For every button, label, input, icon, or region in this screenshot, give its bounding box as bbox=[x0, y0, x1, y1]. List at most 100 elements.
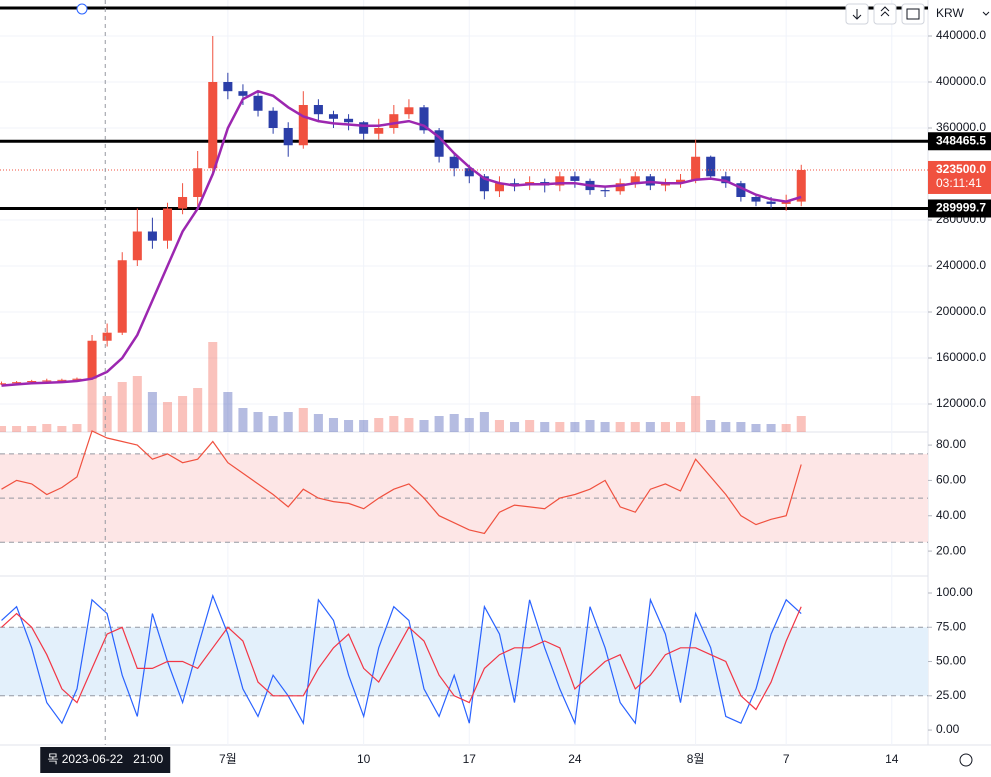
candle-body bbox=[434, 130, 444, 157]
price-tag-label: 323500.0 bbox=[936, 162, 986, 176]
volume-bar bbox=[796, 416, 806, 432]
y-tick-label: 60.00 bbox=[936, 473, 966, 487]
candle-body bbox=[238, 91, 248, 96]
volume-bar bbox=[449, 414, 459, 432]
candle-body bbox=[419, 107, 429, 131]
volume-bar bbox=[751, 424, 761, 432]
volume-bar bbox=[479, 412, 489, 432]
candle-body bbox=[796, 169, 806, 202]
x-tick-label: 17 bbox=[463, 752, 477, 766]
volume-bar bbox=[12, 426, 22, 432]
candle-body bbox=[12, 382, 22, 384]
volume-bar bbox=[313, 414, 323, 432]
volume-bar bbox=[298, 408, 308, 432]
candle-body bbox=[736, 183, 746, 197]
volume-bar bbox=[630, 422, 640, 432]
y-tick-label: 25.00 bbox=[936, 688, 966, 702]
candle-body bbox=[374, 127, 384, 134]
volume-bar bbox=[645, 422, 655, 432]
volume-bar bbox=[676, 422, 686, 432]
volume-bar bbox=[389, 416, 399, 432]
volume-bar bbox=[0, 426, 7, 432]
candle-body bbox=[193, 168, 203, 197]
top-controls: KRW bbox=[845, 3, 990, 25]
x-tick-label: 8월 bbox=[687, 752, 705, 766]
candle-body bbox=[600, 190, 610, 192]
x-tick-label: 14 bbox=[885, 752, 899, 766]
settings-button[interactable] bbox=[959, 753, 973, 767]
volume-bar bbox=[510, 422, 520, 432]
volume-bar bbox=[193, 388, 203, 432]
volume-bar bbox=[525, 420, 535, 432]
candle-body bbox=[389, 114, 399, 128]
volume-bar bbox=[721, 422, 731, 432]
drawing-handle[interactable] bbox=[76, 3, 88, 15]
y-tick-label: 50.00 bbox=[936, 654, 966, 668]
volume-bar bbox=[419, 420, 429, 432]
crosshair-label: 목 2023-06-22 21:00 bbox=[47, 752, 163, 766]
candle-body bbox=[570, 176, 580, 181]
y-tick-label: 440000.0 bbox=[936, 28, 986, 42]
candle-body bbox=[223, 81, 233, 92]
x-tick-label: 7 bbox=[783, 752, 790, 766]
candle-body bbox=[359, 122, 369, 134]
candle-body bbox=[404, 107, 414, 115]
y-tick-label: 240000.0 bbox=[936, 258, 986, 272]
candle-body bbox=[676, 179, 686, 184]
candle-body bbox=[147, 231, 157, 241]
candle-body bbox=[479, 176, 489, 192]
y-tick-label: 80.00 bbox=[936, 437, 966, 451]
dropdown-icon bbox=[982, 11, 990, 16]
indicator-line bbox=[1, 593, 802, 726]
indicator-line bbox=[1, 430, 802, 535]
volume-bar bbox=[102, 396, 112, 432]
candle-body bbox=[117, 260, 127, 333]
x-tick-label: 7월 bbox=[219, 752, 237, 766]
candle-body bbox=[691, 156, 701, 180]
volume-bar bbox=[72, 424, 82, 432]
candle-body bbox=[555, 176, 565, 186]
candle-body bbox=[328, 114, 339, 119]
volume-bar bbox=[178, 396, 188, 432]
volume-bar bbox=[374, 418, 384, 432]
y-tick-label: 40.00 bbox=[936, 508, 966, 522]
collapse-button[interactable] bbox=[873, 3, 897, 25]
y-tick-label: 0.00 bbox=[936, 722, 960, 736]
candle-body bbox=[102, 332, 112, 341]
volume-bar bbox=[691, 396, 701, 432]
candle-body bbox=[344, 118, 354, 123]
candle-body bbox=[630, 176, 640, 184]
moving-average bbox=[1, 89, 802, 387]
price-tag bbox=[928, 160, 991, 194]
candle-body bbox=[283, 127, 293, 146]
candle-body bbox=[449, 156, 459, 169]
level-tag bbox=[928, 199, 991, 218]
volume-bar bbox=[132, 376, 142, 432]
y-tick-label: 360000.0 bbox=[936, 120, 986, 134]
candle-body bbox=[494, 183, 504, 192]
currency-label[interactable]: KRW bbox=[936, 6, 964, 20]
volume-bar bbox=[600, 422, 610, 432]
candle-body bbox=[87, 340, 97, 379]
volume-bar bbox=[147, 392, 157, 432]
candle-body bbox=[208, 81, 218, 169]
volume-bar bbox=[660, 422, 670, 432]
volume-bar bbox=[570, 422, 580, 432]
volume-bar bbox=[766, 424, 776, 432]
band-fill bbox=[0, 627, 928, 696]
maximize-button[interactable] bbox=[901, 3, 925, 25]
volume-bar bbox=[328, 418, 339, 432]
volume-bar bbox=[27, 426, 37, 432]
volume-bar bbox=[555, 422, 565, 432]
level-tag-label: 348465.5 bbox=[936, 133, 986, 147]
volume-bar bbox=[42, 424, 52, 432]
level-tag bbox=[928, 132, 991, 151]
candle-body bbox=[751, 196, 761, 202]
volume-bar bbox=[359, 420, 369, 432]
candle-body bbox=[615, 183, 625, 192]
volume-bar bbox=[494, 420, 504, 432]
candle-body bbox=[132, 231, 142, 261]
candle-body bbox=[162, 208, 173, 241]
volume-bar bbox=[87, 372, 97, 432]
